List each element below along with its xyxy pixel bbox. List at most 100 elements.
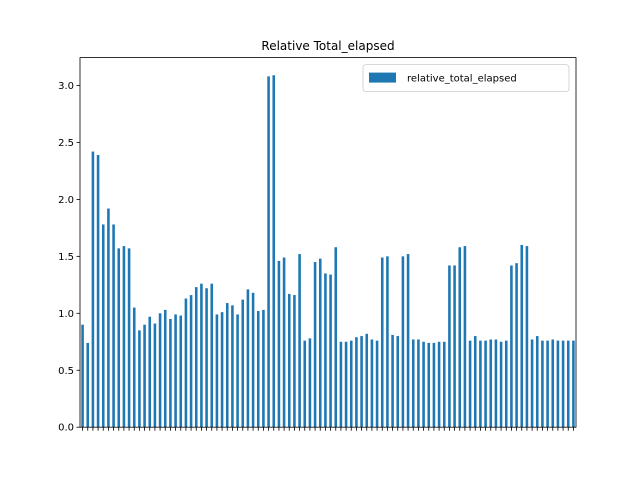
bar — [448, 265, 451, 428]
bar — [148, 316, 152, 428]
bar — [551, 339, 555, 428]
bar — [479, 340, 482, 428]
bar — [236, 314, 239, 428]
bar — [349, 340, 353, 428]
bar — [463, 246, 467, 428]
bar — [96, 154, 100, 428]
bar — [122, 246, 126, 428]
bar — [107, 208, 110, 428]
bar — [262, 309, 265, 428]
y-tick-label: 3.0 — [58, 81, 74, 92]
bar — [334, 247, 338, 428]
bar — [231, 305, 234, 428]
bar — [489, 339, 493, 428]
bar — [365, 333, 369, 428]
bar — [355, 337, 358, 428]
bar — [386, 256, 389, 428]
bar — [411, 339, 415, 428]
bar — [112, 224, 115, 428]
bar — [432, 342, 436, 428]
bar — [163, 309, 167, 428]
bar — [225, 303, 229, 428]
bar — [215, 314, 219, 428]
bar — [453, 265, 456, 428]
bar — [566, 340, 570, 428]
y-tick-label: 0.5 — [58, 366, 74, 377]
bar — [303, 340, 307, 428]
bar — [287, 293, 291, 428]
bar — [370, 339, 374, 428]
bar — [298, 254, 301, 428]
bar — [499, 341, 503, 428]
legend-label: relative_total_elapsed — [407, 74, 517, 85]
bar — [308, 338, 312, 428]
y-tick-label: 1.5 — [58, 252, 74, 263]
chart-title: Relative Total_elapsed — [261, 39, 394, 53]
bar — [339, 341, 343, 428]
bar — [189, 295, 193, 428]
y-tick-label: 2.0 — [58, 195, 74, 206]
bar — [561, 340, 565, 428]
bar — [406, 254, 410, 428]
bar — [546, 340, 549, 428]
bar — [520, 244, 524, 428]
bar — [391, 334, 394, 428]
bar — [313, 262, 317, 428]
bar — [329, 274, 332, 428]
bar — [572, 340, 575, 428]
bar — [256, 311, 260, 428]
bar — [153, 323, 157, 428]
bar — [194, 287, 198, 428]
bar — [556, 340, 560, 428]
bar — [437, 341, 441, 428]
bar — [422, 341, 425, 428]
bar — [200, 283, 203, 428]
bar — [158, 313, 162, 428]
bar — [510, 265, 513, 428]
bar — [117, 248, 121, 428]
bar — [535, 336, 539, 428]
bar — [396, 336, 400, 428]
bar — [210, 283, 214, 428]
bar — [179, 315, 183, 428]
bar — [530, 339, 534, 428]
bar — [272, 75, 276, 428]
bar — [241, 299, 245, 428]
bar — [417, 339, 420, 428]
bar — [473, 336, 477, 428]
bar — [541, 340, 544, 428]
y-tick-label: 0.0 — [58, 423, 74, 434]
bar — [251, 292, 255, 428]
bar — [442, 341, 446, 428]
bar — [174, 314, 177, 428]
bar — [184, 298, 188, 428]
bar — [380, 257, 384, 428]
legend-swatch — [369, 72, 396, 83]
bar — [504, 340, 508, 428]
bar — [468, 340, 472, 428]
bar — [267, 76, 270, 428]
bar — [525, 246, 529, 428]
bar — [138, 330, 141, 428]
bar — [205, 288, 208, 428]
bar — [484, 340, 487, 428]
y-tick-label: 1.0 — [58, 309, 74, 320]
bar — [91, 151, 95, 428]
bar — [360, 336, 363, 428]
bar — [401, 256, 405, 428]
bar — [515, 263, 518, 428]
bar — [220, 312, 224, 428]
bar — [246, 289, 250, 428]
bar — [81, 324, 84, 428]
bar — [293, 295, 296, 428]
y-tick-label: 2.5 — [58, 138, 74, 149]
legend-box — [362, 64, 570, 92]
bar — [324, 273, 327, 428]
bar — [282, 257, 286, 428]
bar — [169, 318, 172, 428]
bar — [127, 248, 131, 428]
bar — [494, 339, 498, 428]
bar — [143, 324, 146, 428]
bar — [101, 224, 105, 428]
